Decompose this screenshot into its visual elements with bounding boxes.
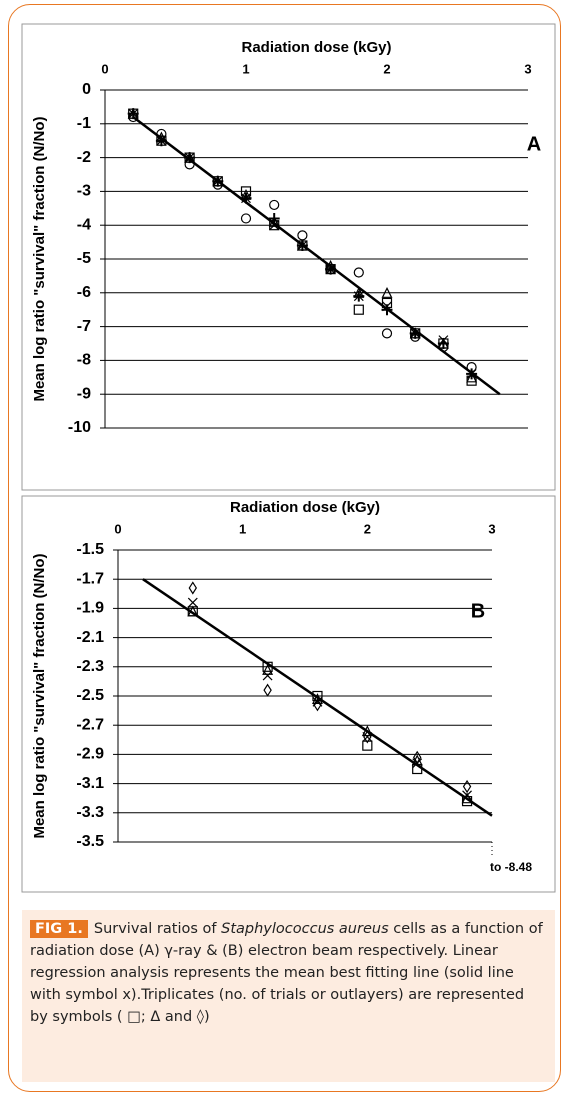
caption: FIG 1. Survival ratios of Staphylococcus …	[22, 910, 555, 1082]
marker-diamond	[263, 683, 272, 697]
x-tick-label: 2	[383, 61, 390, 76]
marker-plus	[437, 338, 449, 349]
chart-frame	[21, 23, 556, 491]
caption-species: Staphylococcus aureus	[221, 921, 389, 937]
charts: Radiation dose (kGy) 0 1 2 3 0 -1 -2 -3 -4 -5 -6 -7 -…	[21, 23, 556, 893]
y-tick-label: -1	[77, 115, 91, 132]
marker-plus	[184, 152, 196, 164]
x-tick-label: 1	[242, 61, 249, 76]
marker-square	[461, 796, 473, 807]
marker-triangle	[381, 286, 393, 298]
x-axis-title: Radiation dose (kGy)	[230, 499, 380, 516]
y-tick-label: -5	[77, 250, 91, 267]
y-tick-label: -3	[77, 183, 91, 200]
y-tick-label: -2.1	[76, 629, 104, 646]
x-tick-label: 0	[114, 521, 121, 536]
marker-triangle	[262, 663, 274, 675]
y-tick-label: -10	[68, 419, 91, 436]
x-tick-label: 2	[364, 521, 371, 536]
x-tick-label: 1	[239, 521, 246, 536]
y-tick-label: -3.3	[76, 804, 104, 821]
y-axis-title: Mean log ratio "survival" fraction (N/No…	[31, 553, 48, 838]
fit-line	[142, 578, 493, 817]
marker-circle	[381, 328, 393, 339]
marker-plus	[155, 135, 167, 147]
y-tick-label: -2	[77, 149, 91, 166]
marker-square	[262, 661, 273, 672]
y-tick-label: -2.5	[76, 687, 104, 704]
caption-text: cells as a function of radiation dose (A…	[30, 921, 543, 1025]
marker-x	[187, 597, 198, 608]
caption-text: Survival ratios of	[93, 921, 222, 937]
y-tick-label: -1.5	[76, 541, 104, 558]
marker-x	[269, 220, 280, 231]
marker-diamond	[188, 581, 198, 595]
marker-plus	[325, 263, 337, 275]
x-tick-label: 0	[101, 61, 108, 76]
marker-square	[353, 304, 364, 315]
marker-plus	[212, 175, 224, 187]
panel-label: A	[527, 133, 541, 155]
annotation: to -8.48	[490, 860, 532, 874]
y-axis-title: Mean log ratio "survival" fraction (N/No…	[31, 116, 48, 401]
marker-x	[412, 758, 423, 769]
marker-x	[462, 790, 472, 801]
marker-circle	[269, 199, 280, 211]
marker-circle	[240, 213, 252, 224]
marker-triangle	[361, 725, 373, 737]
marker-square	[362, 740, 373, 751]
marker-plus	[381, 304, 393, 316]
marker-x	[362, 731, 373, 742]
marker-diamond	[462, 779, 472, 794]
panel-label: B	[471, 600, 485, 622]
x-tick-label: 3	[488, 521, 495, 536]
y-tick-label: -8	[77, 352, 91, 369]
marker-plus	[353, 290, 365, 302]
marker-x	[312, 696, 323, 707]
marker-plus	[240, 192, 252, 204]
marker-square	[312, 690, 323, 702]
marker-triangle	[268, 215, 280, 227]
y-tick-label: -7	[77, 318, 91, 335]
y-tick-label: -1.7	[76, 570, 104, 587]
x-axis-title: Radiation dose (kGy)	[241, 39, 391, 56]
marker-plus	[268, 212, 280, 224]
y-tick-label: -2.9	[76, 746, 104, 763]
marker-x	[262, 670, 273, 681]
marker-circle	[297, 230, 308, 241]
y-tick-label: -2.7	[76, 716, 104, 733]
marker-plus	[296, 239, 308, 251]
y-tick-label: -6	[77, 284, 91, 301]
marker-plus	[409, 327, 421, 339]
marker-plus	[466, 368, 478, 380]
y-tick-label: -1.9	[76, 600, 104, 617]
marker-plus	[127, 108, 139, 120]
y-tick-label: 0	[82, 81, 91, 98]
chart-frame	[21, 495, 556, 893]
figure-frame	[8, 4, 561, 1092]
marker-triangle	[187, 605, 199, 617]
y-tick-label: -2.3	[76, 658, 104, 675]
marker-circle	[353, 267, 364, 278]
fig-badge: FIG 1.	[30, 920, 88, 938]
y-tick-label: -9	[77, 385, 91, 402]
marker-triangle	[466, 371, 478, 383]
y-tick-label: -4	[77, 216, 91, 233]
x-tick-label: 3	[524, 61, 531, 76]
y-tick-label: -3.1	[76, 775, 104, 792]
y-tick-label: -3.5	[76, 833, 104, 850]
